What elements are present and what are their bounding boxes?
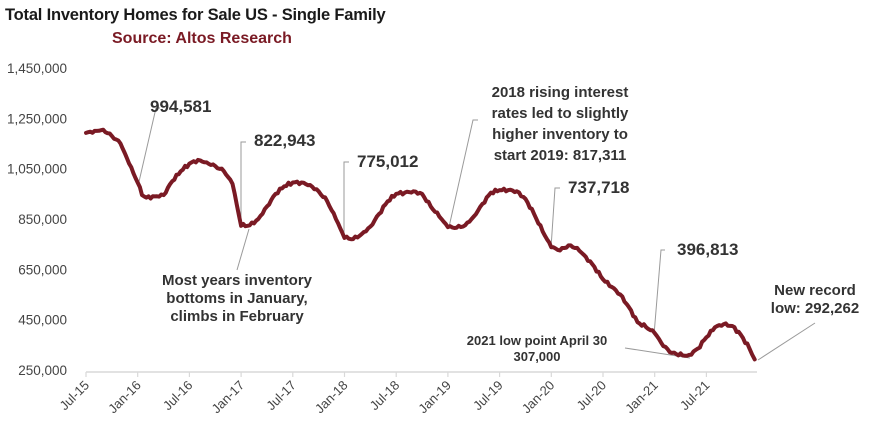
annotation-line: 775,012	[357, 152, 418, 171]
annotation-line: New record	[774, 282, 856, 299]
x-tick-label: Jul-17	[263, 378, 299, 414]
annotation-record: New record low: 292,262	[771, 282, 859, 317]
x-tick-label: Jul-16	[160, 378, 196, 414]
x-tick-label: Jul-15	[56, 378, 92, 414]
annotation-line: 822,943	[254, 131, 315, 150]
x-tick-label: Jan-21	[622, 378, 661, 417]
x-tick-label: Jul-18	[367, 378, 403, 414]
annotation-line: 307,000	[514, 349, 561, 364]
annotation-jan17: 822,943	[254, 131, 315, 150]
annotation-line: 396,813	[677, 240, 738, 259]
annotation-jan20: 737,718	[568, 178, 629, 197]
annotation-line: 737,718	[568, 178, 629, 197]
x-tick-label: Jan-17	[209, 378, 248, 417]
x-tick-label: Jan-19	[415, 378, 454, 417]
chart-subtitle: Source: Altos Research	[112, 30, 292, 47]
x-tick-label: Jan-18	[312, 378, 351, 417]
annotation-leader-line	[550, 187, 560, 249]
annotation-line: bottoms in January,	[166, 290, 307, 307]
annotation-leader-line	[757, 322, 816, 361]
annotation-line: rates led to slightly	[492, 105, 629, 122]
x-tick-label: Jan-20	[519, 378, 558, 417]
x-axis: Jul-15 Jan-16 Jul-16 Jan-17 Jul-17 Jan-18 Jul-…	[56, 371, 757, 417]
y-tick-label: 850,000	[18, 212, 67, 227]
annotation-leader-line	[240, 141, 246, 227]
annotation-line: 2021 low point April 30	[467, 333, 607, 348]
y-tick-label: 650,000	[18, 262, 67, 277]
annotation-leader-line	[236, 228, 250, 271]
annotation-line: low: 292,262	[771, 300, 859, 317]
annotation-leader-line	[448, 119, 478, 228]
y-tick-label: 450,000	[18, 313, 67, 328]
x-tick-label: Jul-21	[677, 378, 713, 414]
y-tick-label: 1,050,000	[7, 162, 67, 177]
annotation-line: higher inventory to	[492, 126, 628, 143]
x-tick-label: Jul-20	[573, 378, 609, 414]
annotation-line: 994,581	[150, 97, 211, 116]
y-tick-label: 1,450,000	[7, 61, 67, 76]
y-axis: 1,450,000 1,250,000 1,050,000 850,000 650,00…	[7, 61, 67, 378]
series-line	[84, 127, 757, 362]
annotation-jan16: 994,581	[150, 97, 211, 116]
x-tick-label: Jul-19	[470, 378, 506, 414]
annotation-leader-line	[137, 107, 160, 187]
annotation-jan21: 396,813	[677, 240, 738, 259]
series-group	[84, 127, 757, 362]
annotations: 994,581 822,943 775,012 2018 rising interes…	[150, 84, 859, 364]
annotation-line: start 2019: 817,311	[494, 147, 627, 164]
annotation-line: Most years inventory	[162, 272, 313, 289]
x-tick-label: Jan-16	[105, 378, 144, 417]
annotation-note: Most years inventory bottoms in January, c…	[162, 272, 313, 325]
annotation-line: 2018 rising interest	[492, 84, 629, 101]
annotation-jan18: 775,012	[357, 152, 418, 171]
annotation-leaders	[137, 107, 816, 361]
annotation-line: climbs in February	[170, 308, 304, 325]
annotation-jan19: 2018 rising interest rates led to slightl…	[492, 84, 629, 164]
annotation-leader-line	[343, 161, 349, 236]
annotation-low2021: 2021 low point April 30 307,000	[467, 333, 607, 364]
y-tick-label: 250,000	[18, 363, 67, 378]
y-tick-label: 1,250,000	[7, 111, 67, 126]
chart-title: Total Inventory Homes for Sale US - Sing…	[5, 6, 386, 24]
annotation-leader-line	[653, 249, 665, 336]
